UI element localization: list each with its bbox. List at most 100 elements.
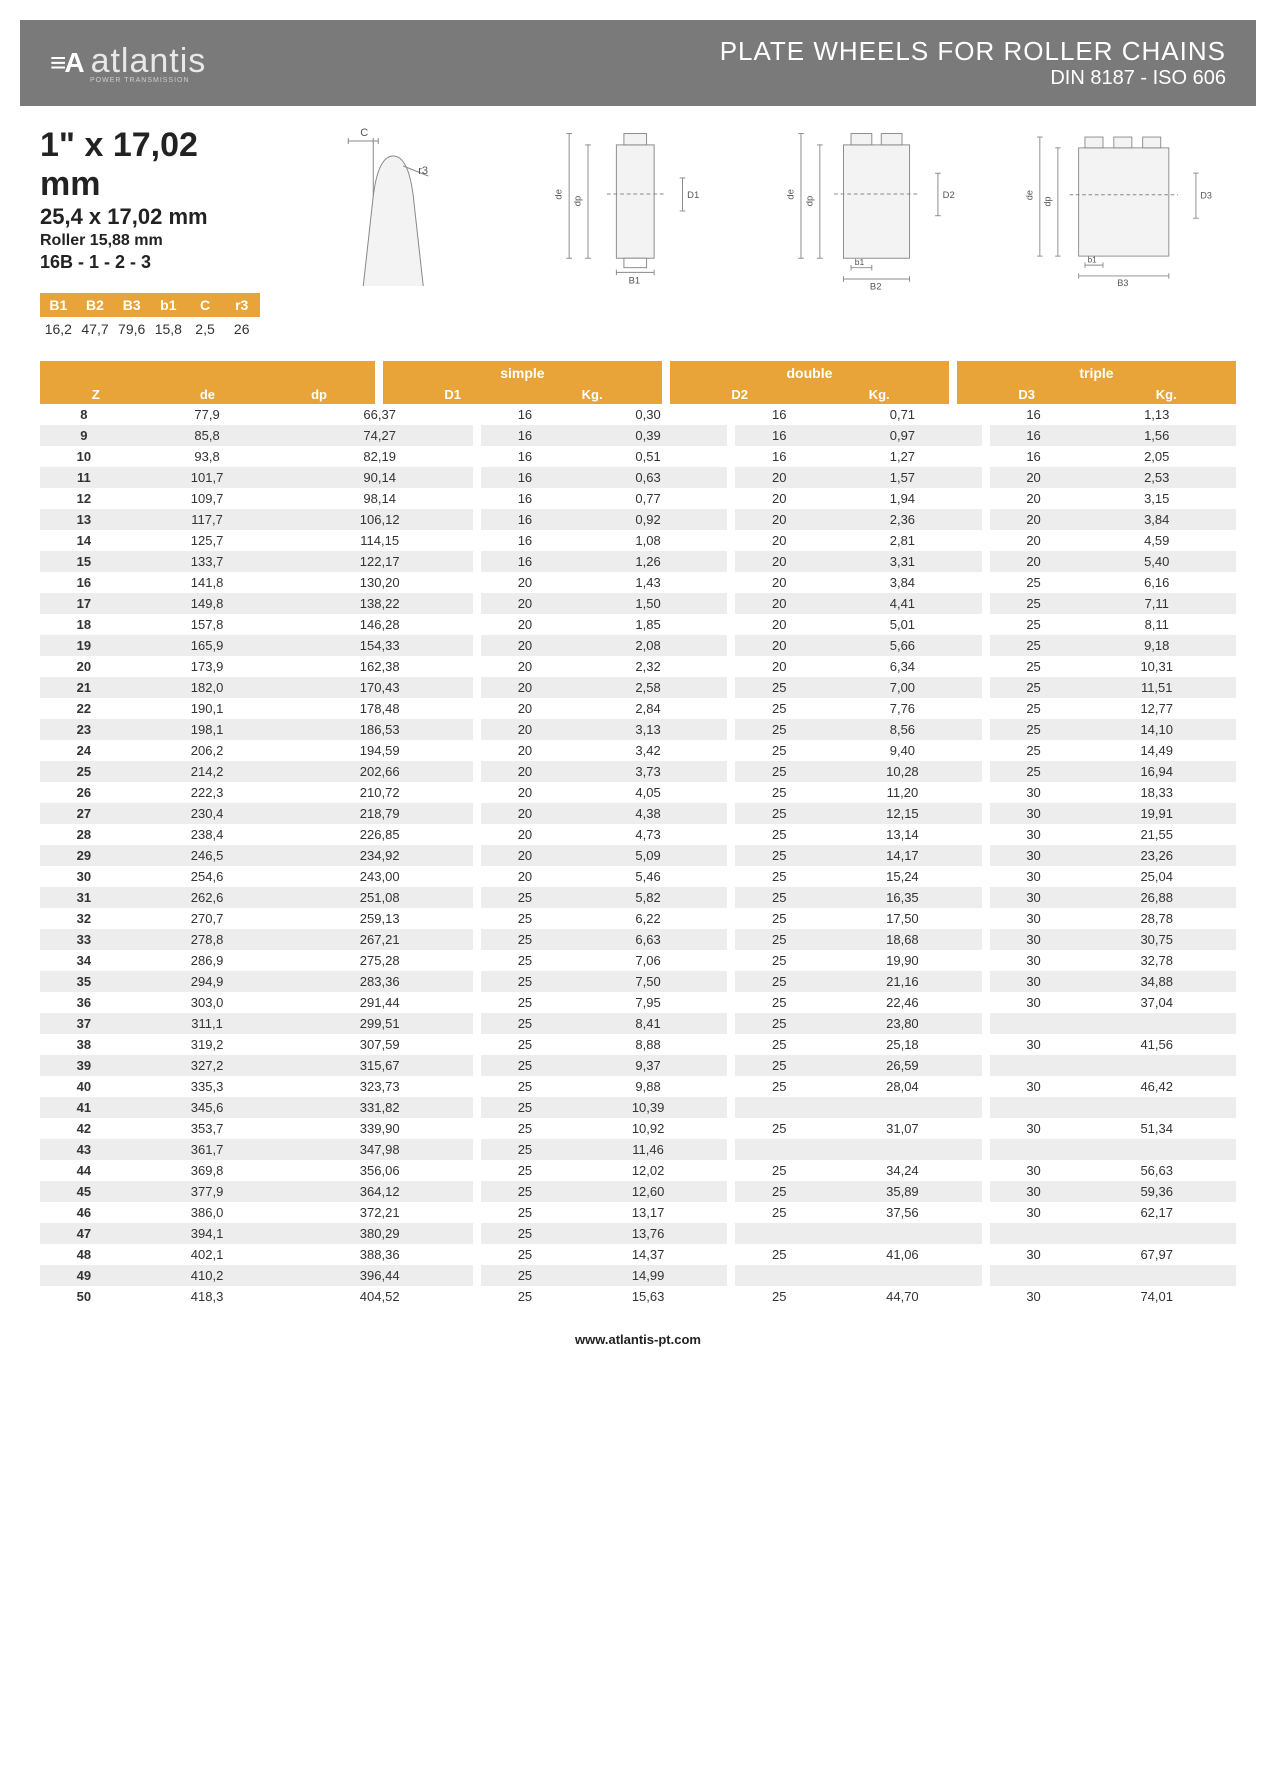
cell-de: 246,5 <box>128 845 286 866</box>
cell-z: 10 <box>40 446 128 467</box>
table-row: 985,874,27160,39160,97161,56 <box>40 425 1236 446</box>
cell-z: 46 <box>40 1202 128 1223</box>
group-double: double <box>670 361 949 385</box>
cell-d3: 30 <box>990 950 1078 971</box>
param-v-B1: 16,2 <box>40 317 77 341</box>
label-de2: de <box>785 189 796 199</box>
cell-d2: 25 <box>735 719 823 740</box>
cell-d1: 25 <box>481 1076 569 1097</box>
cell-z: 48 <box>40 1244 128 1265</box>
label-dp3: dp <box>1042 196 1052 206</box>
cell-d3: 20 <box>990 467 1078 488</box>
spec-size-metric: 25,4 x 17,02 mm <box>40 204 260 230</box>
cell-d1: 25 <box>481 1265 569 1286</box>
cell-d1: 20 <box>481 614 569 635</box>
label-B2: B2 <box>870 281 882 292</box>
cell-de: 278,8 <box>128 929 286 950</box>
cell-k1: 3,73 <box>569 761 727 782</box>
group-simple: simple <box>383 361 662 385</box>
main-table: Z de dp simple D1 Kg. double D2 Kg. trip… <box>40 361 1236 1307</box>
cell-z: 27 <box>40 803 128 824</box>
table-row: 21182,0170,43202,58257,002511,51 <box>40 677 1236 698</box>
cell-dp: 291,44 <box>286 992 473 1013</box>
label-D3: D3 <box>1200 190 1212 200</box>
table-row: 40335,3323,73259,882528,043046,42 <box>40 1076 1236 1097</box>
cell-d1: 20 <box>481 635 569 656</box>
cell-z: 28 <box>40 824 128 845</box>
cell-de: 238,4 <box>128 824 286 845</box>
cell-k1: 3,13 <box>569 719 727 740</box>
cell-k3: 14,49 <box>1077 740 1236 761</box>
label-b1: b1 <box>855 257 865 267</box>
cell-d3: 25 <box>990 719 1078 740</box>
cell-k3: 8,11 <box>1077 614 1236 635</box>
cell-d3: 30 <box>990 908 1078 929</box>
cell-d3: 16 <box>990 446 1078 467</box>
cell-k1: 13,76 <box>569 1223 727 1244</box>
cell-d2: 20 <box>735 593 823 614</box>
cell-k3: 10,31 <box>1077 656 1236 677</box>
cell-d2: 25 <box>735 1244 823 1265</box>
cell-de: 77,9 <box>128 404 286 425</box>
col-d3: D3 <box>957 385 1097 404</box>
cell-z: 35 <box>40 971 128 992</box>
label-dp: dp <box>572 196 583 207</box>
cell-k1: 7,95 <box>569 992 727 1013</box>
cell-d2: 20 <box>735 656 823 677</box>
cell-z: 21 <box>40 677 128 698</box>
table-row: 33278,8267,21256,632518,683030,75 <box>40 929 1236 950</box>
cell-de: 319,2 <box>128 1034 286 1055</box>
cell-dp: 275,28 <box>286 950 473 971</box>
table-row: 32270,7259,13256,222517,503028,78 <box>40 908 1236 929</box>
table-row: 28238,4226,85204,732513,143021,55 <box>40 824 1236 845</box>
cell-d3: 20 <box>990 488 1078 509</box>
cell-dp: 162,38 <box>286 656 473 677</box>
cell-d3: 20 <box>990 551 1078 572</box>
cell-d1: 25 <box>481 971 569 992</box>
cell-d2: 20 <box>735 488 823 509</box>
cell-d3: 30 <box>990 782 1078 803</box>
logo-text: atlantis <box>91 42 207 81</box>
cell-d3: 30 <box>990 1118 1078 1139</box>
cell-k3: 14,10 <box>1077 719 1236 740</box>
cell-dp: 98,14 <box>286 488 473 509</box>
table-row: 49410,2396,442514,99 <box>40 1265 1236 1286</box>
cell-k1: 3,42 <box>569 740 727 761</box>
cell-d2 <box>735 1139 823 1160</box>
cell-d2: 25 <box>735 1181 823 1202</box>
cell-dp: 66,37 <box>286 404 473 425</box>
cell-k3: 51,34 <box>1077 1118 1236 1139</box>
label-B3: B3 <box>1117 278 1128 288</box>
cell-d3: 25 <box>990 677 1078 698</box>
param-v-C: 2,5 <box>187 317 224 341</box>
cell-de: 190,1 <box>128 698 286 719</box>
cell-z: 23 <box>40 719 128 740</box>
data-table: 877,966,37160,30160,71161,13985,874,2716… <box>40 404 1236 1307</box>
cell-d2 <box>735 1265 823 1286</box>
label-de3: de <box>1024 190 1034 200</box>
cell-k3: 5,40 <box>1077 551 1236 572</box>
cell-k1: 5,09 <box>569 845 727 866</box>
cell-d3 <box>990 1055 1078 1076</box>
table-row: 877,966,37160,30160,71161,13 <box>40 404 1236 425</box>
cell-dp: 283,36 <box>286 971 473 992</box>
cell-k2: 10,28 <box>823 761 981 782</box>
cell-k3: 1,56 <box>1077 425 1236 446</box>
cell-k3: 19,91 <box>1077 803 1236 824</box>
diagram-double: de dp D2 b1 B2 <box>773 126 990 301</box>
cell-k3: 3,84 <box>1077 509 1236 530</box>
cell-dp: 299,51 <box>286 1013 473 1034</box>
cell-k1: 6,22 <box>569 908 727 929</box>
param-h-B3: B3 <box>113 293 150 317</box>
cell-de: 206,2 <box>128 740 286 761</box>
cell-d3: 25 <box>990 593 1078 614</box>
table-row: 43361,7347,982511,46 <box>40 1139 1236 1160</box>
cell-d3: 30 <box>990 1286 1078 1307</box>
cell-de: 394,1 <box>128 1223 286 1244</box>
cell-k1: 2,32 <box>569 656 727 677</box>
col-kg3: Kg. <box>1096 385 1236 404</box>
cell-d3: 25 <box>990 656 1078 677</box>
cell-de: 386,0 <box>128 1202 286 1223</box>
cell-de: 294,9 <box>128 971 286 992</box>
cell-de: 222,3 <box>128 782 286 803</box>
